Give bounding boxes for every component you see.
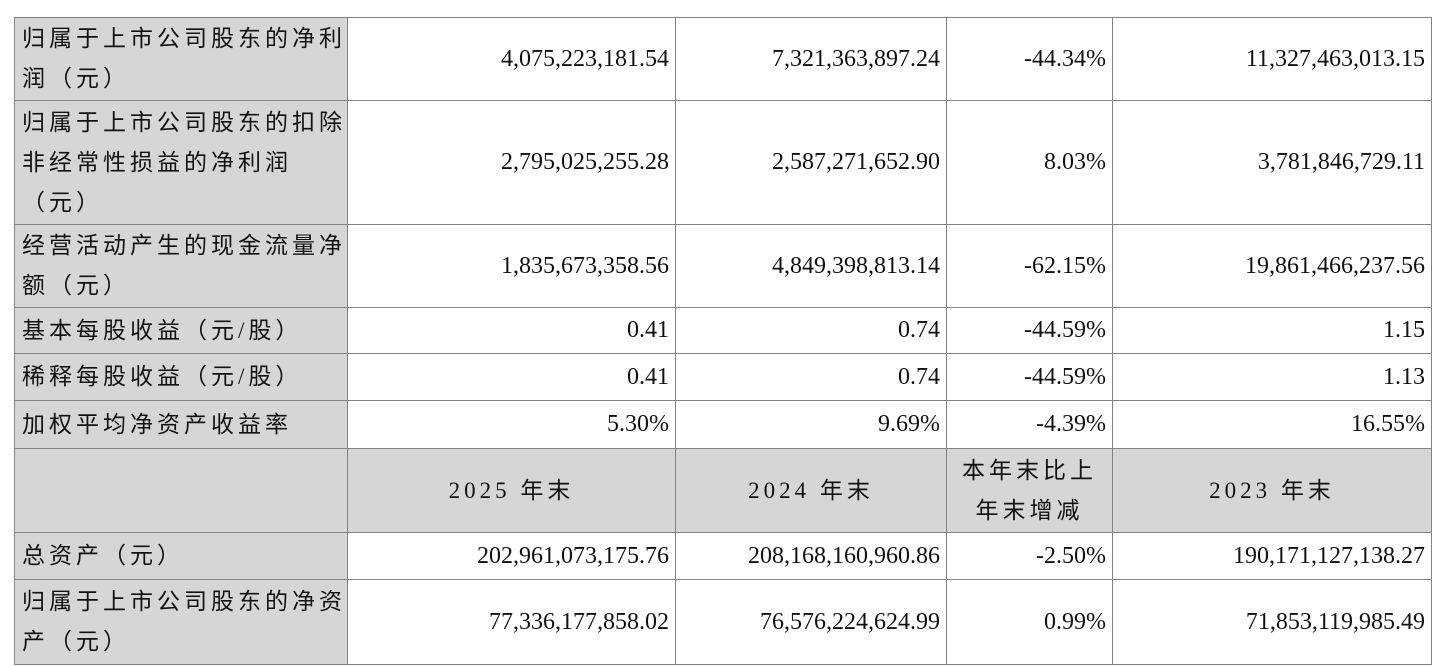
value-cell: -44.59% (946, 307, 1113, 354)
value-cell: 8.03% (946, 100, 1113, 225)
row-label: 基本每股收益（元/股） (14, 307, 348, 354)
value-cell: 0.99% (946, 579, 1113, 665)
value-cell: 76,576,224,624.99 (675, 579, 947, 665)
value-cell: 0.74 (675, 353, 947, 401)
column-header-2025: 2025 年末 (347, 448, 676, 533)
value-cell: 2,795,025,255.28 (347, 100, 676, 225)
header-corner-cell (14, 448, 348, 533)
value-cell: -62.15% (946, 224, 1113, 308)
table-row: 归属于上市公司股东的净利润（元） 4,075,223,181.54 7,321,… (14, 17, 1432, 101)
value-cell: 5.30% (347, 400, 676, 449)
value-cell: 4,849,398,813.14 (675, 224, 947, 308)
value-cell: 1,835,673,358.56 (347, 224, 676, 308)
year-end-header-row: 2025 年末 2024 年末 本年末比上年末增减 2023 年末 (14, 448, 1432, 533)
value-cell: 4,075,223,181.54 (347, 17, 676, 101)
value-cell: 1.13 (1112, 353, 1432, 401)
row-label: 加权平均净资产收益率 (14, 400, 348, 449)
value-cell: 77,336,177,858.02 (347, 579, 676, 665)
row-label: 经营活动产生的现金流量净额（元） (14, 224, 348, 308)
value-cell: 0.41 (347, 307, 676, 354)
column-header-change: 本年末比上年末增减 (946, 448, 1113, 533)
value-cell: -44.59% (946, 353, 1113, 401)
value-cell: 16.55% (1112, 400, 1432, 449)
value-cell: 0.41 (347, 353, 676, 401)
value-cell: 71,853,119,985.49 (1112, 579, 1432, 665)
table-row: 归属于上市公司股东的扣除非经常性损益的净利润（元） 2,795,025,255.… (14, 100, 1432, 225)
value-cell: 9.69% (675, 400, 947, 449)
value-cell: 0.74 (675, 307, 947, 354)
table-row: 稀释每股收益（元/股） 0.41 0.74 -44.59% 1.13 (14, 353, 1432, 401)
table-row: 归属于上市公司股东的净资产（元） 77,336,177,858.02 76,57… (14, 579, 1432, 665)
value-cell: 3,781,846,729.11 (1112, 100, 1432, 225)
value-cell: 1.15 (1112, 307, 1432, 354)
column-header-2024: 2024 年末 (675, 448, 947, 533)
value-cell: 11,327,463,013.15 (1112, 17, 1432, 101)
financial-summary-table: 归属于上市公司股东的净利润（元） 4,075,223,181.54 7,321,… (14, 17, 1432, 665)
value-cell: 19,861,466,237.56 (1112, 224, 1432, 308)
value-cell: 7,321,363,897.24 (675, 17, 947, 101)
row-label: 归属于上市公司股东的净资产（元） (14, 579, 348, 665)
row-label: 归属于上市公司股东的扣除非经常性损益的净利润（元） (14, 100, 348, 225)
value-cell: 208,168,160,960.86 (675, 532, 947, 580)
table-row: 基本每股收益（元/股） 0.41 0.74 -44.59% 1.15 (14, 307, 1432, 354)
value-cell: 202,961,073,175.76 (347, 532, 676, 580)
table-row: 经营活动产生的现金流量净额（元） 1,835,673,358.56 4,849,… (14, 224, 1432, 308)
table-row: 加权平均净资产收益率 5.30% 9.69% -4.39% 16.55% (14, 400, 1432, 449)
value-cell: -2.50% (946, 532, 1113, 580)
value-cell: 190,171,127,138.27 (1112, 532, 1432, 580)
value-cell: -4.39% (946, 400, 1113, 449)
row-label: 稀释每股收益（元/股） (14, 353, 348, 401)
value-cell: 2,587,271,652.90 (675, 100, 947, 225)
table-row: 总资产（元） 202,961,073,175.76 208,168,160,96… (14, 532, 1432, 580)
row-label: 总资产（元） (14, 532, 348, 580)
row-label: 归属于上市公司股东的净利润（元） (14, 17, 348, 101)
value-cell: -44.34% (946, 17, 1113, 101)
column-header-2023: 2023 年末 (1112, 448, 1432, 533)
